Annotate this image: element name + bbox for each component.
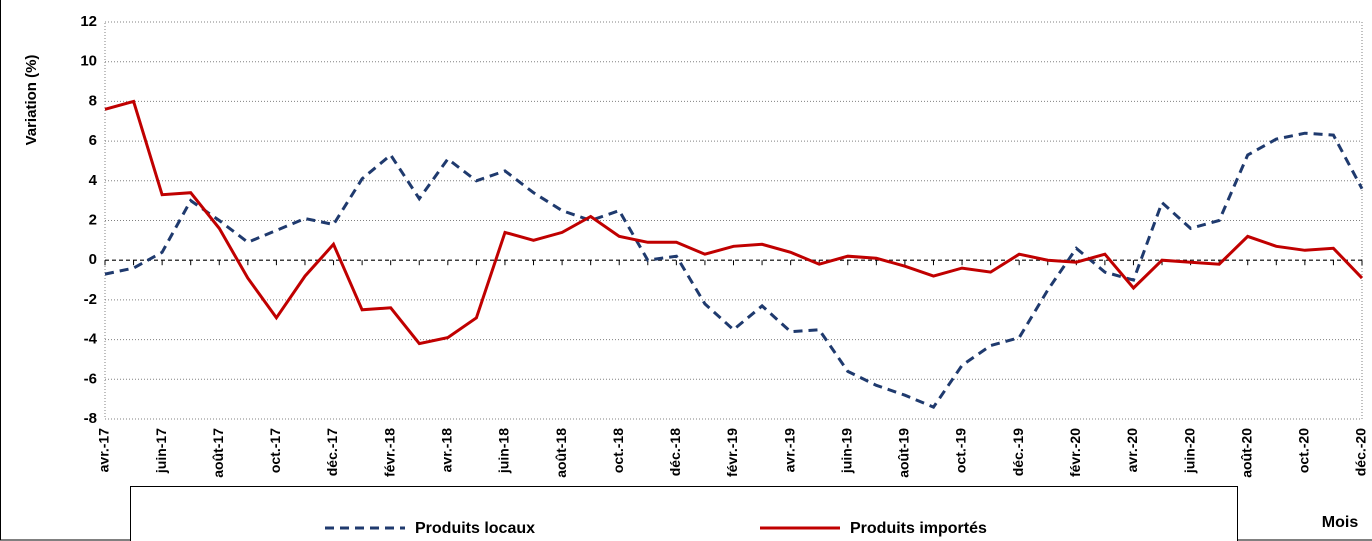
y-tick-label: 8 [89, 92, 97, 109]
x-tick-label: oct.-19 [953, 428, 969, 473]
x-tick-label: oct.-17 [267, 428, 283, 473]
y-axis-title: Variation (%) [23, 55, 40, 146]
x-tick-label: févr.-19 [724, 428, 740, 477]
x-tick-label: févr.-18 [381, 428, 397, 477]
x-tick-label: déc.-17 [324, 428, 340, 476]
x-tick-label: juin-17 [153, 428, 169, 474]
y-tick-label: -4 [84, 331, 98, 348]
x-tick-label: août-20 [1238, 428, 1254, 478]
legend [130, 486, 1238, 541]
x-tick-label: août-17 [210, 428, 226, 478]
line-series [104, 99, 1364, 346]
line-series [104, 131, 1364, 409]
y-tick-label: -8 [84, 410, 97, 427]
x-tick-label: déc.-18 [667, 428, 683, 476]
x-tick-label: avr.-20 [1124, 428, 1140, 473]
x-tick-label: juin-19 [838, 428, 854, 474]
y-tick-label: 2 [89, 211, 97, 228]
x-tick-label: avr.-19 [781, 428, 797, 473]
x-axis-title: Mois [1322, 514, 1359, 531]
y-tick-label: 10 [80, 53, 97, 70]
x-tick-label: déc.-19 [1010, 428, 1026, 476]
x-tick-label: avr.-17 [96, 428, 112, 473]
legend-label: Produits locaux [415, 520, 535, 537]
legend-label: Produits importés [850, 520, 987, 537]
x-tick-label: août-19 [896, 428, 912, 478]
y-tick-label: 12 [80, 13, 97, 30]
x-tick-label: juin-20 [1181, 428, 1197, 474]
x-tick-label: oct.-18 [610, 428, 626, 473]
y-tick-label: -2 [84, 291, 97, 308]
x-tick-label: févr.-20 [1067, 428, 1083, 477]
x-tick-label: oct.-20 [1296, 428, 1312, 473]
y-tick-label: 0 [89, 251, 97, 268]
x-tick-label: juin-18 [496, 428, 512, 474]
x-tick-label: déc.-20 [1353, 428, 1369, 476]
y-tick-label: 6 [89, 132, 97, 149]
y-tick-label: -6 [84, 370, 97, 387]
y-tick-label: 4 [89, 172, 98, 189]
x-tick-label: août-18 [553, 428, 569, 478]
plot-area [104, 21, 1363, 420]
x-tick-label: avr.-18 [439, 428, 455, 473]
